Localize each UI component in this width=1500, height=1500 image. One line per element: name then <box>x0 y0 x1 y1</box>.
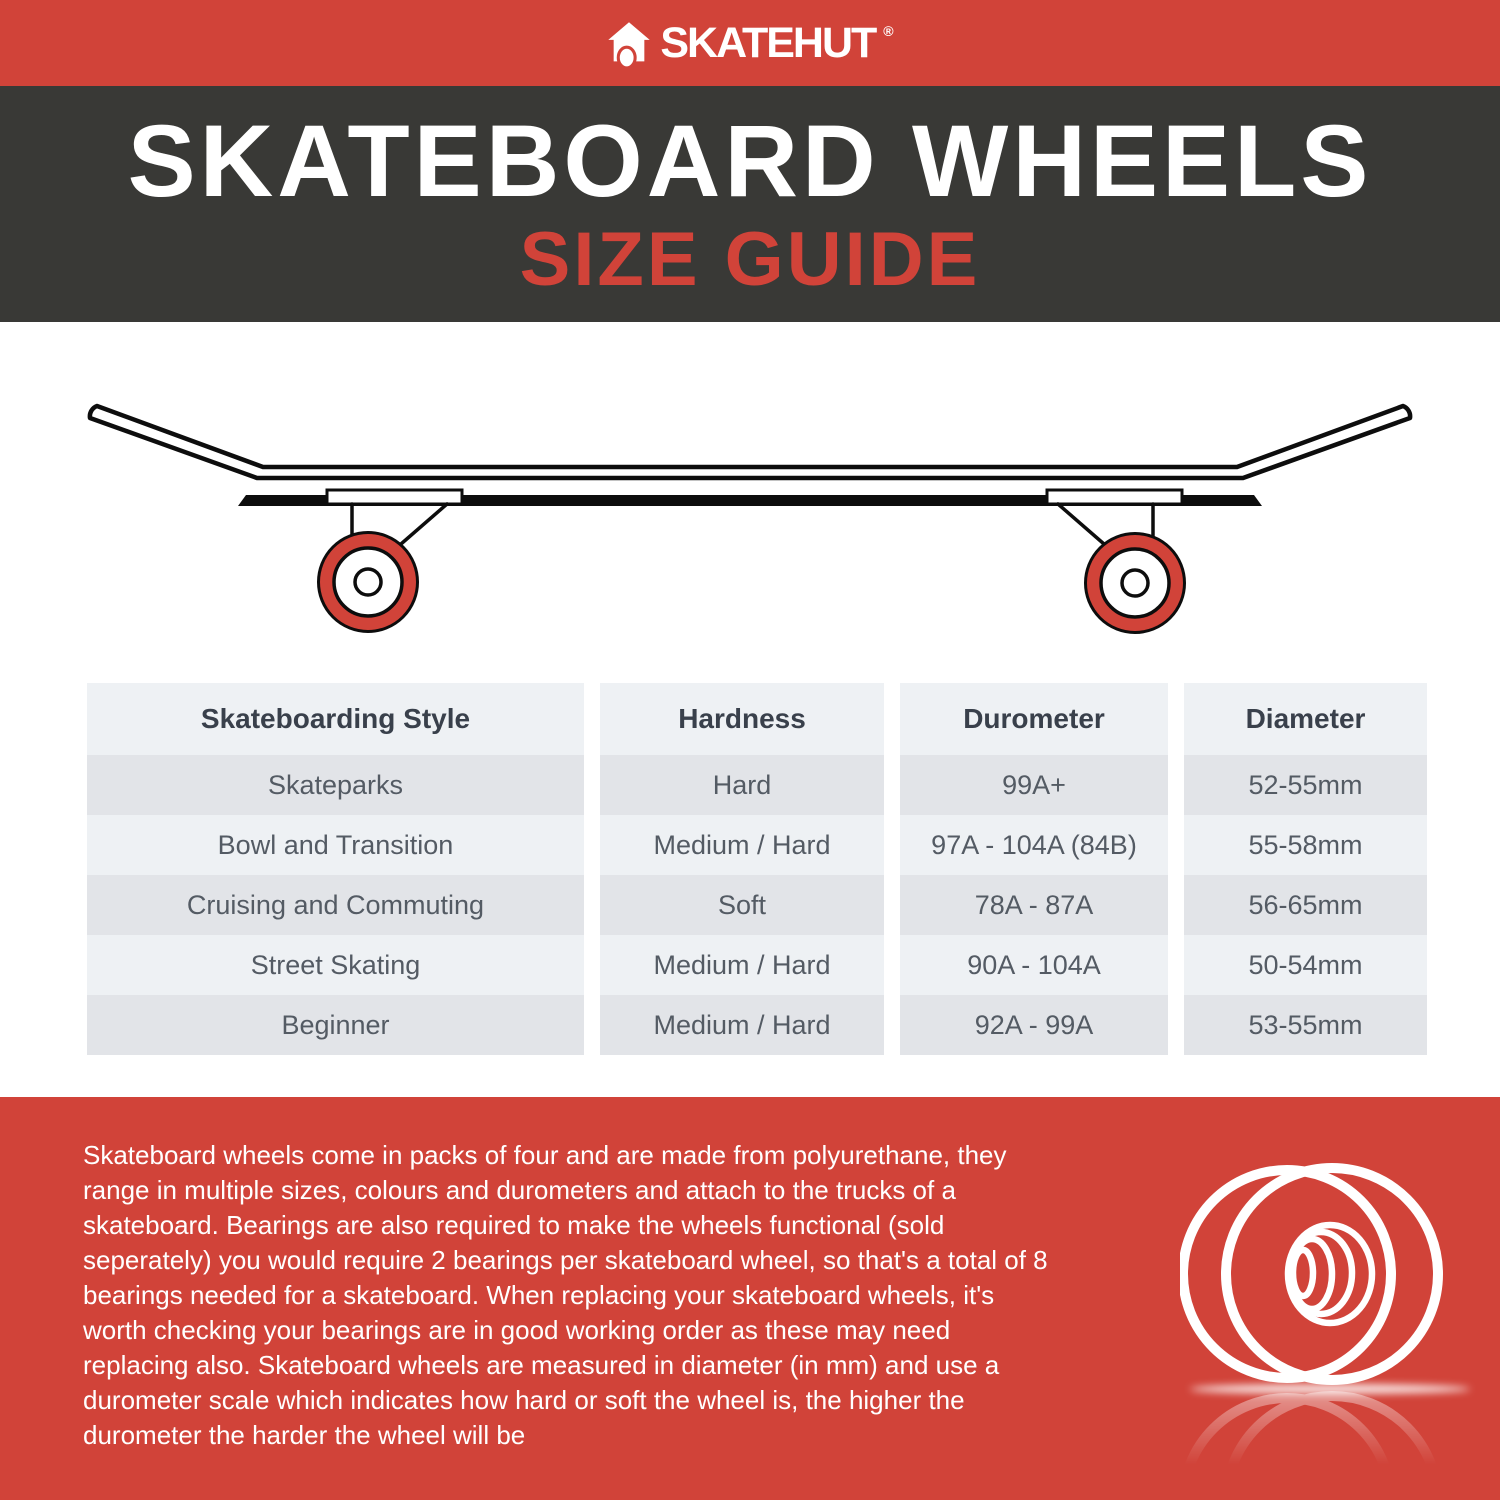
size-guide-table: Skateboarding Style Hardness Durometer D… <box>87 683 1427 1055</box>
table-cell: 53-55mm <box>1184 995 1427 1055</box>
wheel-outline-icon <box>1180 1163 1470 1500</box>
table-cell: 50-54mm <box>1184 935 1427 995</box>
table-cell: 90A - 104A <box>900 935 1168 995</box>
skatehut-hut-icon <box>608 22 651 67</box>
page-subtitle: SIZE GUIDE <box>519 217 981 302</box>
table-cell: 52-55mm <box>1184 755 1427 815</box>
front-wheel-icon <box>317 531 419 633</box>
table-cell: Medium / Hard <box>600 935 884 995</box>
table-cell: Medium / Hard <box>600 995 884 1055</box>
table-row: Beginner Medium / Hard 92A - 99A 53-55mm <box>87 995 1427 1055</box>
deck-underside-bar <box>238 495 1262 506</box>
deck-outline <box>87 403 1413 481</box>
table-cell: 78A - 87A <box>900 875 1168 935</box>
table-cell: Medium / Hard <box>600 815 884 875</box>
skateboard-illustration <box>0 320 1500 700</box>
truck-hangers <box>350 502 1155 546</box>
table-cell: Bowl and Transition <box>87 815 584 875</box>
skateboard-side-view-icon <box>87 403 1413 634</box>
wheel-body <box>1180 1163 1443 1385</box>
table-cell: 56-65mm <box>1184 875 1427 935</box>
table-cell: 97A - 104A (84B) <box>900 815 1168 875</box>
footer-band: Skateboard wheels come in packs of four … <box>0 1097 1500 1500</box>
column-header: Durometer <box>900 683 1168 755</box>
top-brand-band: SKATEHUT ® <box>0 0 1500 86</box>
wheel-reflection <box>1180 1391 1443 1500</box>
column-header: Skateboarding Style <box>87 683 584 755</box>
table-cell: Skateparks <box>87 755 584 815</box>
rear-wheel-icon <box>1084 532 1186 634</box>
table-row: Street Skating Medium / Hard 90A - 104A … <box>87 935 1427 995</box>
wheel-hub <box>1284 1221 1376 1327</box>
table-row: Skateparks Hard 99A+ 52-55mm <box>87 755 1427 815</box>
column-header: Hardness <box>600 683 884 755</box>
skatehut-logo: SKATEHUT ® <box>606 18 894 67</box>
title-band: SKATEBOARD WHEELS SIZE GUIDE <box>0 86 1500 322</box>
page-title: SKATEBOARD WHEELS <box>127 104 1373 218</box>
registered-mark: ® <box>883 23 894 39</box>
table-cell: Hard <box>600 755 884 815</box>
table-cell: 55-58mm <box>1184 815 1427 875</box>
table-cell: 92A - 99A <box>900 995 1168 1055</box>
footer-paragraph: Skateboard wheels come in packs of four … <box>83 1140 1048 1450</box>
brand-name: SKATEHUT <box>660 18 877 67</box>
front-truck-baseplate <box>325 488 464 506</box>
table-cell: Street Skating <box>87 935 584 995</box>
table-cell: Beginner <box>87 995 584 1055</box>
rear-truck-baseplate <box>1045 488 1184 506</box>
table-cell: Soft <box>600 875 884 935</box>
table-cell: 99A+ <box>900 755 1168 815</box>
table-header-row: Skateboarding Style Hardness Durometer D… <box>87 683 1427 755</box>
table-row: Bowl and Transition Medium / Hard 97A - … <box>87 815 1427 875</box>
column-header: Diameter <box>1184 683 1427 755</box>
table-cell: Cruising and Commuting <box>87 875 584 935</box>
table-row: Cruising and Commuting Soft 78A - 87A 56… <box>87 875 1427 935</box>
floor-highlight <box>1190 1384 1470 1394</box>
